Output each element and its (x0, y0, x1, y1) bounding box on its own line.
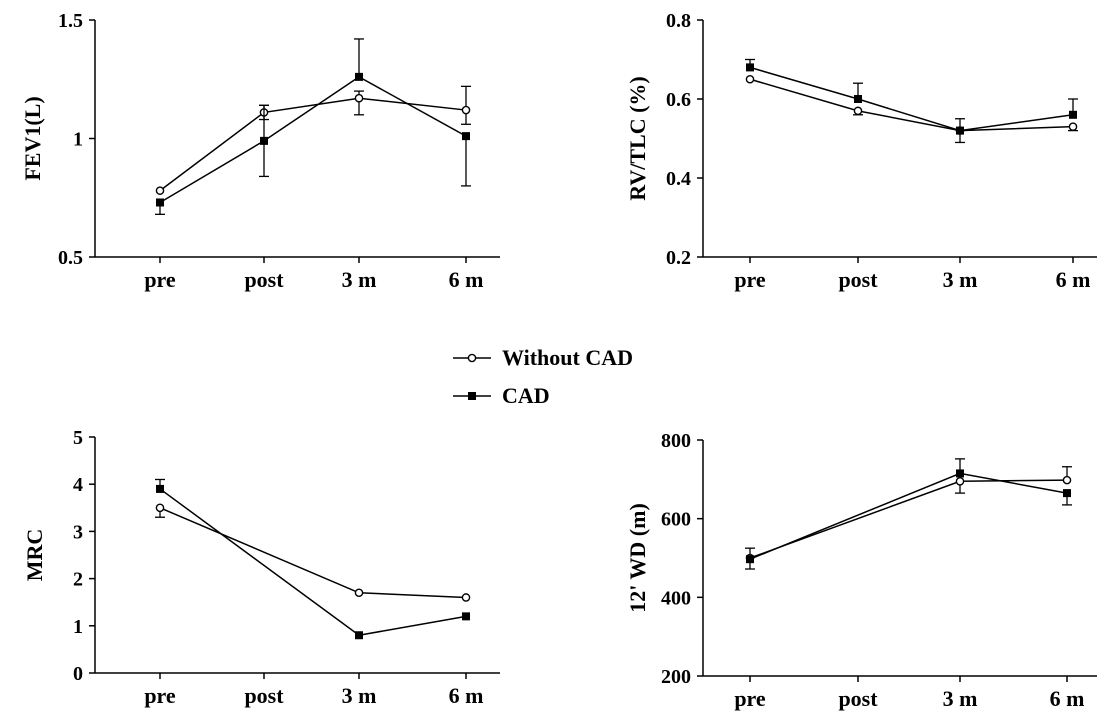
data-point-cad (260, 136, 268, 145)
y-tick-label: 3 (73, 521, 83, 543)
y-tick-label: 800 (661, 430, 691, 452)
data-point-cad (1063, 489, 1071, 498)
y-tick-label: 0.4 (666, 168, 691, 190)
y-tick-label: 4 (73, 474, 83, 496)
y-axis-label: FEV1(L) (20, 96, 45, 180)
data-point-cad (1069, 110, 1077, 119)
series-cad (155, 478, 470, 640)
data-point-without-cad (461, 593, 471, 602)
x-tick-label: 6 m (449, 267, 484, 292)
data-point-cad (462, 132, 470, 141)
x-tick-label: 3 m (943, 267, 978, 292)
x-tick-label: post (838, 686, 878, 711)
series-line (159, 507, 467, 599)
data-point-without-cad (354, 588, 364, 598)
chart-panel-1: 0.5 1 1.5 pre post 3 m 6 m FEV1(L) (20, 10, 500, 292)
data-point-without-cad (745, 74, 755, 84)
x-tick-label: post (244, 683, 284, 708)
x-tick-label: 3 m (342, 267, 377, 292)
series-line (749, 66, 1074, 132)
y-tick-label: 600 (661, 509, 691, 531)
legend-label: CAD (502, 383, 550, 408)
data-point-without-cad (354, 93, 364, 103)
series-cad (745, 458, 1072, 570)
x-tick-label: post (244, 267, 284, 292)
y-tick-label: 200 (661, 666, 691, 688)
legend: Without CAD CAD (453, 345, 633, 408)
data-point-cad (746, 63, 754, 72)
y-tick-label: 0.2 (666, 247, 691, 269)
x-tick-label: 6 m (1050, 686, 1085, 711)
series-cad (745, 58, 1078, 135)
legend-marker-open-circle (467, 353, 477, 363)
series-without-cad (745, 466, 1072, 563)
data-point-without-cad (155, 503, 165, 513)
legend-marker-filled-square (468, 392, 476, 400)
y-axis-label: RV/TLC (%) (625, 76, 650, 201)
x-tick-label: pre (144, 683, 176, 708)
y-tick-label: 1.5 (58, 10, 83, 32)
chart-panel-3: 0 1 2 3 4 5 pre post 3 m 6 m MRC (22, 427, 500, 708)
series-without-cad (745, 74, 1078, 144)
y-tick-label: 0.8 (666, 10, 691, 32)
data-point-without-cad (955, 476, 965, 486)
series-line (159, 76, 467, 204)
x-tick-label: pre (144, 267, 176, 292)
data-point-cad (854, 95, 862, 103)
data-point-without-cad (461, 105, 471, 115)
series-line (749, 78, 1074, 132)
y-axis-label: MRC (22, 529, 47, 582)
data-point-cad (462, 612, 470, 621)
data-point-cad (956, 469, 964, 478)
y-tick-label: 1 (73, 616, 83, 638)
data-point-cad (156, 484, 164, 493)
y-axis-label: 12' WD (m) (625, 503, 650, 613)
x-tick-label: 6 m (449, 683, 484, 708)
series-line (749, 479, 1068, 559)
data-point-cad (746, 555, 754, 564)
series-without-cad (155, 503, 471, 602)
series-line (159, 488, 467, 637)
data-point-cad (355, 72, 363, 81)
series-line (159, 97, 467, 192)
x-tick-label: 6 m (1056, 267, 1091, 292)
data-point-cad (355, 631, 363, 640)
y-tick-label: 0 (73, 663, 83, 685)
y-tick-label: 400 (661, 587, 691, 609)
y-tick-label: 1 (73, 129, 83, 151)
chart-panel-2: 0.2 0.4 0.6 0.8 pre post 3 m 6 m RV/TLC (%) (625, 10, 1097, 292)
x-tick-label: pre (734, 686, 766, 711)
series-line (749, 472, 1068, 560)
chart-panel-4: 200 400 600 800 pre post 3 m 6 m 12' WD (m) (625, 430, 1097, 711)
legend-label: Without CAD (502, 345, 633, 370)
x-tick-label: 3 m (342, 683, 377, 708)
series-without-cad (155, 85, 471, 195)
x-tick-label: 3 m (943, 686, 978, 711)
y-tick-label: 0.5 (58, 247, 83, 269)
y-tick-label: 0.6 (666, 89, 691, 111)
x-tick-label: post (838, 267, 878, 292)
data-point-cad (956, 126, 964, 135)
data-point-without-cad (155, 186, 165, 195)
y-tick-label: 5 (73, 427, 83, 449)
series-cad (155, 38, 471, 215)
data-point-without-cad (853, 106, 863, 116)
y-tick-label: 2 (73, 569, 83, 591)
data-point-cad (156, 198, 164, 207)
x-tick-label: pre (734, 267, 766, 292)
data-point-without-cad (1068, 122, 1078, 131)
data-point-without-cad (1062, 475, 1072, 485)
